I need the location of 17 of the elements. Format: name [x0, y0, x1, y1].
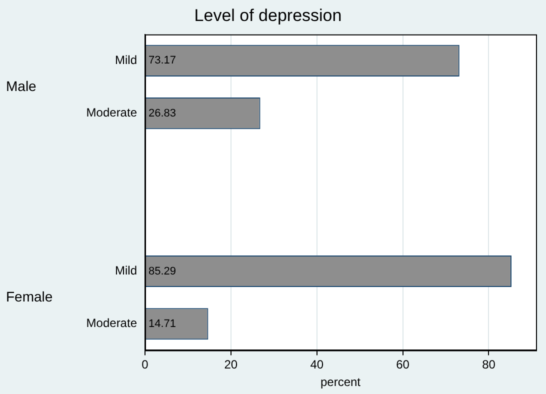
x-axis-title: percent [320, 375, 362, 390]
x-tick-label: 20 [224, 358, 238, 372]
data-label: 26.83 [148, 107, 176, 120]
chart-title: Level of depression [194, 6, 342, 25]
data-label: 85.29 [148, 265, 176, 278]
x-tick-label: 60 [396, 358, 410, 372]
data-label: 14.71 [148, 318, 176, 330]
data-label: 73.17 [148, 54, 176, 67]
y-tick-label: Moderate [86, 106, 138, 120]
text: Female [6, 288, 53, 304]
x-tick-label: 0 [142, 358, 149, 372]
x-tick-label: 80 [482, 358, 496, 372]
text: Male [6, 78, 37, 94]
y-tick-label: Moderate [86, 316, 138, 330]
y-tick-label: Mild [114, 264, 137, 278]
y-tick-label: Mild [114, 53, 137, 68]
x-tick-label: 40 [310, 358, 324, 372]
